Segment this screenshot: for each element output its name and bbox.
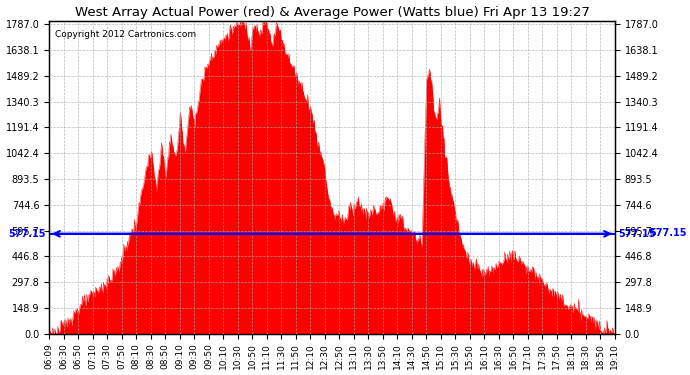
Text: 577.15: 577.15 bbox=[8, 229, 46, 239]
Text: 577.15: 577.15 bbox=[649, 228, 687, 238]
Text: Copyright 2012 Cartronics.com: Copyright 2012 Cartronics.com bbox=[55, 30, 196, 39]
Title: West Array Actual Power (red) & Average Power (Watts blue) Fri Apr 13 19:27: West Array Actual Power (red) & Average … bbox=[75, 6, 589, 18]
Text: 577.15: 577.15 bbox=[618, 229, 656, 239]
